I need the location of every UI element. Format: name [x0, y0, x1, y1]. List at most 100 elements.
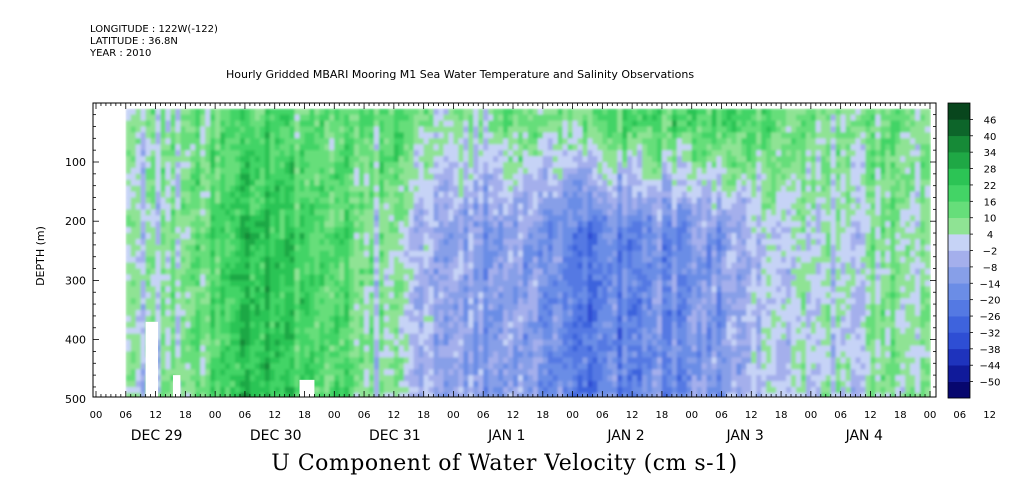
heatmap-cell [463, 292, 470, 299]
heatmap-cell [344, 203, 350, 211]
heatmap-cell [398, 167, 405, 175]
heatmap-cell [423, 233, 430, 240]
heatmap-cell [200, 268, 207, 276]
heatmap-cell [205, 197, 211, 205]
heatmap-cell [140, 333, 147, 341]
heatmap-cell [468, 120, 475, 128]
heatmap-cell [597, 250, 604, 258]
heatmap-cell [125, 310, 132, 317]
heatmap-cell [215, 256, 221, 264]
heatmap-cell [215, 250, 221, 258]
heatmap-cell [349, 221, 355, 228]
heatmap-cell [587, 114, 594, 122]
heatmap-cell [443, 351, 450, 359]
heatmap-cell [403, 209, 410, 217]
heatmap-cell [165, 162, 172, 169]
heatmap-cell [423, 256, 430, 264]
heatmap-cell [240, 375, 246, 382]
heatmap-cell [537, 381, 544, 388]
heatmap-cell [438, 286, 445, 293]
heatmap-cell [215, 167, 221, 175]
heatmap-cell [364, 363, 370, 370]
heatmap-cell [240, 185, 246, 193]
heatmap-cell [542, 274, 549, 282]
heatmap-cell [225, 333, 231, 341]
heatmap-cell [379, 304, 385, 311]
heatmap-cell [334, 203, 341, 211]
heatmap-cell [458, 256, 465, 264]
heatmap-cell [403, 126, 410, 134]
heatmap-cell [612, 221, 619, 228]
heatmap-cell [369, 345, 375, 353]
heatmap-cell [463, 138, 470, 145]
heatmap-cell [125, 274, 132, 282]
heatmap-cell [503, 227, 509, 234]
heatmap-cell [364, 197, 370, 205]
heatmap-cell [562, 233, 569, 240]
heatmap-cell [235, 298, 241, 305]
heatmap-cell [413, 250, 420, 258]
heatmap-cell [299, 173, 306, 181]
heatmap-cell [364, 191, 370, 199]
heatmap-cell [567, 173, 574, 181]
heatmap-cell [518, 179, 524, 187]
heatmap-cell [294, 203, 301, 211]
heatmap-cell [155, 268, 162, 276]
heatmap-cell [284, 221, 291, 228]
heatmap-cell [478, 167, 485, 175]
heatmap-cell [135, 280, 142, 288]
heatmap-cell [249, 304, 256, 311]
heatmap-cell [547, 304, 554, 311]
heatmap-cell [438, 132, 445, 140]
heatmap-cell [170, 144, 177, 151]
heatmap-cell [379, 280, 385, 288]
heatmap-cell [433, 197, 440, 205]
heatmap-cell [264, 114, 271, 122]
heatmap-cell [513, 369, 519, 376]
heatmap-cell [364, 381, 370, 388]
heatmap-cell [483, 162, 489, 169]
heatmap-cell [393, 274, 400, 282]
heatmap-cell [244, 345, 251, 353]
heatmap-cell [309, 221, 316, 228]
heatmap-cell [557, 221, 564, 228]
heatmap-cell [508, 173, 514, 181]
heatmap-cell [379, 126, 385, 134]
heatmap-cell [155, 108, 162, 116]
heatmap-cell [354, 304, 360, 311]
heatmap-cell [190, 363, 197, 370]
heatmap-cell [403, 363, 410, 370]
heatmap-cell [393, 298, 400, 305]
heatmap-cell [597, 173, 604, 181]
heatmap-cell [498, 256, 504, 264]
heatmap-cell [597, 120, 604, 128]
heatmap-cell [527, 363, 534, 370]
heatmap-cell [478, 250, 485, 258]
heatmap-cell [577, 310, 584, 317]
heatmap-cell [602, 126, 609, 134]
heatmap-cell [403, 327, 410, 335]
heatmap-cell [537, 203, 544, 211]
heatmap-cell [388, 321, 395, 329]
heatmap-cell [408, 392, 415, 397]
chart-title: Hourly Gridded MBARI Mooring M1 Sea Wate… [226, 68, 695, 81]
heatmap-cell [393, 227, 400, 234]
heatmap-cell [463, 156, 470, 163]
heatmap-cell [225, 250, 231, 258]
heatmap-cell [537, 221, 544, 228]
heatmap-cell [364, 304, 370, 311]
heatmap-cell [418, 132, 425, 140]
heatmap-cell [552, 339, 559, 347]
heatmap-cell [473, 244, 480, 252]
heatmap-cell [165, 357, 172, 365]
heatmap-cell [269, 304, 276, 311]
heatmap-cell [418, 227, 425, 234]
heatmap-cell [130, 156, 137, 163]
heatmap-cell [170, 333, 177, 341]
heatmap-cell [567, 286, 574, 293]
heatmap-cell [612, 209, 619, 217]
heatmap-cell [448, 197, 455, 205]
heatmap-cell [309, 239, 316, 246]
heatmap-cell [220, 108, 226, 116]
heatmap-cell [264, 233, 271, 240]
